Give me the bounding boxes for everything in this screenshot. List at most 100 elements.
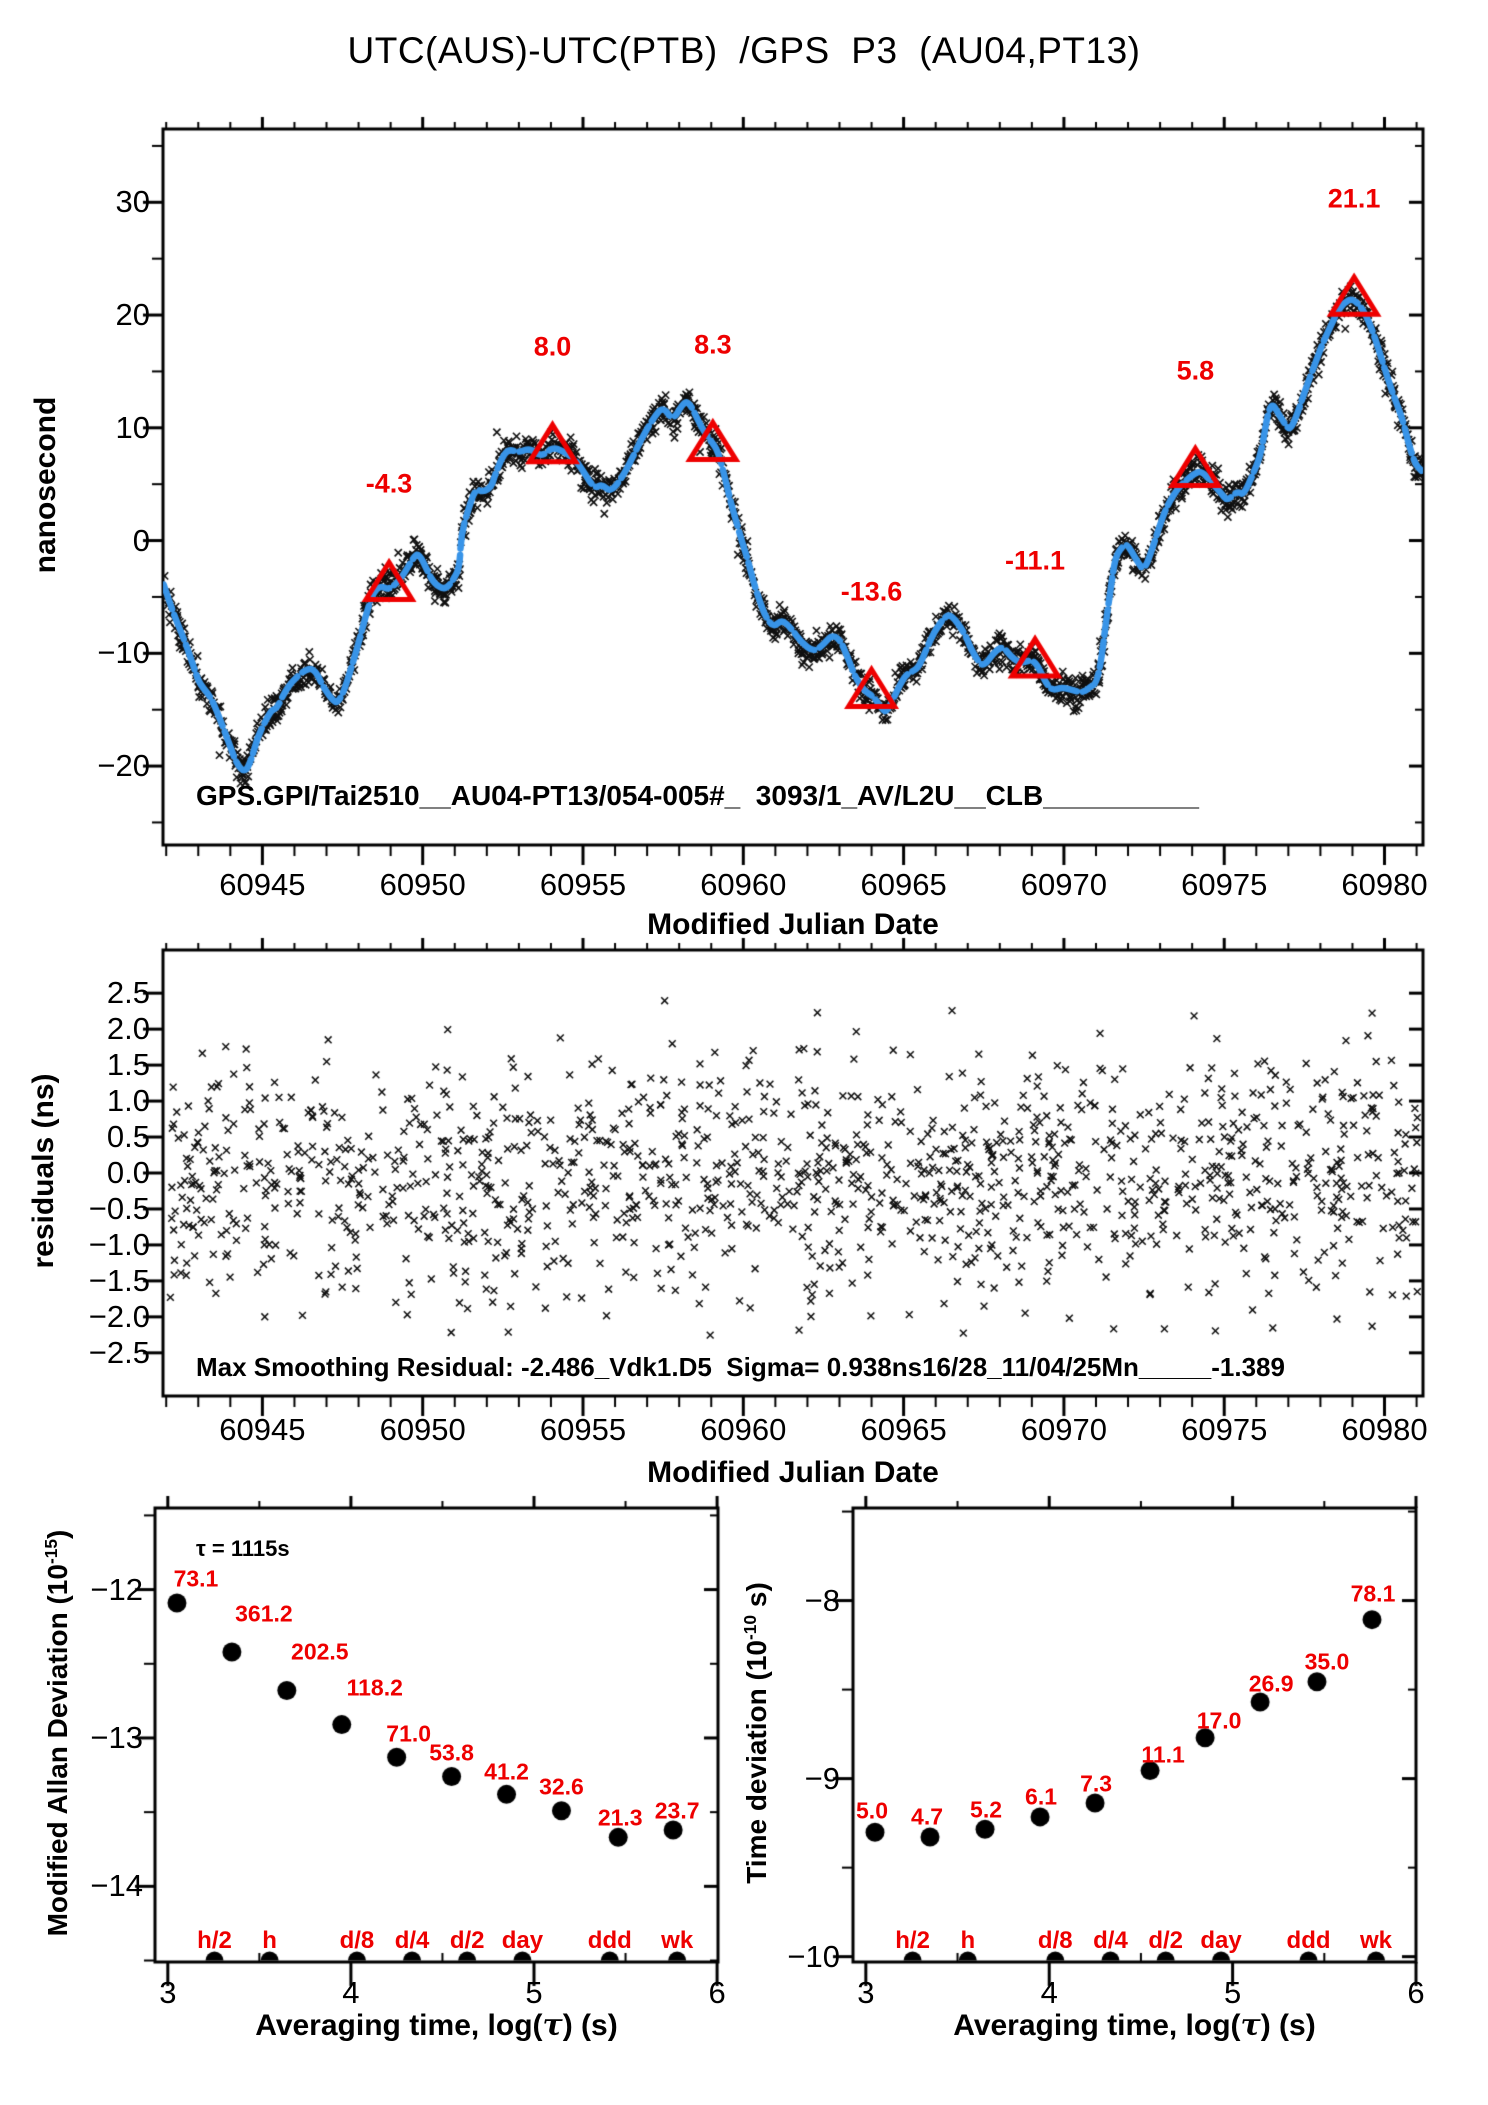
stability-y-tick-label: −13 bbox=[90, 1719, 143, 1755]
stability-x-tick-label: 6 bbox=[1407, 1975, 1425, 2010]
triangle-value-label: -11.1 bbox=[1005, 545, 1066, 576]
residuals-x-tick-label: 60965 bbox=[860, 1412, 947, 1447]
residuals-y-tick-label: −0.5 bbox=[88, 1190, 150, 1226]
deviation-value-label: 32.6 bbox=[539, 1773, 584, 1800]
stability-y-tick-label: −10 bbox=[787, 1938, 840, 1974]
triangle-value-label: 21.1 bbox=[1327, 183, 1381, 214]
deviation-value-label: 17.0 bbox=[1196, 1707, 1242, 1734]
top-y-tick-label: −10 bbox=[97, 635, 150, 671]
stability-x-tick-label: 3 bbox=[857, 1975, 875, 2010]
residuals-x-tick-label: 60950 bbox=[379, 1412, 466, 1447]
top-y-tick-label: 20 bbox=[115, 297, 150, 333]
deviation-value-label: 53.8 bbox=[429, 1739, 474, 1766]
top-x-axis-title: Modified Julian Date bbox=[647, 908, 939, 941]
time-marker-label: day bbox=[1200, 1927, 1242, 1954]
deviation-value-label: 26.9 bbox=[1248, 1670, 1294, 1697]
deviation-value-label: 202.5 bbox=[291, 1638, 349, 1665]
time-marker-label: h bbox=[262, 1927, 277, 1954]
time-marker-label: ddd bbox=[1286, 1927, 1331, 1954]
stability-y-tick-label: −12 bbox=[90, 1571, 143, 1607]
deviation-value-label: 35.0 bbox=[1304, 1648, 1350, 1675]
residuals-y-tick-label: 1.0 bbox=[106, 1083, 150, 1119]
deviation-value-label: 41.2 bbox=[484, 1758, 529, 1785]
deviation-value-label: 21.3 bbox=[597, 1804, 643, 1831]
triangle-value-label: 8.0 bbox=[533, 331, 572, 362]
tau-symbol: τ bbox=[542, 2008, 563, 2043]
stability-x-tick-label: 4 bbox=[1040, 1975, 1058, 2010]
top-x-tick-label: 60945 bbox=[219, 867, 306, 902]
triangle-value-label: 5.8 bbox=[1176, 355, 1215, 386]
stability-x-tick-label: 5 bbox=[1223, 1975, 1242, 2010]
deviation-value-label: 361.2 bbox=[235, 1600, 293, 1627]
deviation-value-label: 11.1 bbox=[1141, 1741, 1185, 1768]
time-marker-label: ddd bbox=[587, 1927, 632, 1954]
residuals-y-tick-label: 0.0 bbox=[106, 1155, 150, 1190]
deviation-value-label: 4.7 bbox=[911, 1803, 944, 1830]
top-y-tick-label: 10 bbox=[115, 409, 150, 445]
top-y-tick-label: 30 bbox=[115, 184, 150, 220]
residuals-y-tick-label: −1.0 bbox=[88, 1226, 150, 1262]
stability-y-tick-label: −14 bbox=[90, 1868, 143, 1904]
deviation-value-label: 78.1 bbox=[1350, 1580, 1396, 1607]
time-marker-label: d/4 bbox=[1093, 1927, 1128, 1954]
time-marker-label: h/2 bbox=[197, 1927, 232, 1954]
stability-x-tick-label: 5 bbox=[525, 1975, 543, 2010]
deviation-value-label: 73.1 bbox=[173, 1565, 219, 1592]
time-marker-label: h/2 bbox=[895, 1927, 930, 1954]
time-marker-label: d/8 bbox=[1037, 1927, 1073, 1954]
time-marker-label: day bbox=[501, 1927, 544, 1954]
top-y-tick-label: −20 bbox=[97, 748, 150, 784]
deviation-value-label: 7.3 bbox=[1080, 1770, 1113, 1797]
tdev-x-axis-title: Averaging time, log(τ) (s) bbox=[853, 2008, 1416, 2043]
stability-x-tick-label: 4 bbox=[342, 1975, 360, 2010]
triangle-value-label: 8.3 bbox=[694, 329, 732, 360]
residuals-x-tick-label: 60955 bbox=[539, 1412, 627, 1447]
residuals-y-tick-label: 1.5 bbox=[106, 1047, 150, 1083]
avg-time-text-left: Averaging time, log( bbox=[255, 2009, 543, 2042]
deviation-value-label: 118.2 bbox=[346, 1674, 403, 1701]
tau-annotation: τ = 1115s bbox=[196, 1536, 290, 1561]
time-marker-label: wk bbox=[661, 1927, 694, 1954]
time-marker-label: h bbox=[960, 1927, 976, 1954]
stability-y-tick-label: −8 bbox=[804, 1582, 840, 1618]
tau-symbol-prefix: Averaging time, log( bbox=[953, 2009, 1241, 2042]
time-marker-label: d/8 bbox=[339, 1927, 375, 1954]
residuals-y-tick-label: −2.5 bbox=[88, 1334, 150, 1370]
tau-symbol-suffix: ) (s) bbox=[1260, 2009, 1316, 2042]
time-marker-label: wk bbox=[1360, 1927, 1393, 1954]
chart-title: UTC(AUS)-UTC(PTB) /GPS P3 (AU04,PT13) bbox=[347, 30, 1141, 71]
mdev-x-axis-title: Averaging time, log(τ) (s) bbox=[155, 2008, 718, 2043]
residuals-x-axis-title: Modified Julian Date bbox=[647, 1456, 939, 1489]
avg-time-text-right: ) (s) bbox=[562, 2009, 618, 2042]
residuals-y-tick-label: −2.0 bbox=[88, 1298, 150, 1334]
time-marker-label: d/2 bbox=[1148, 1927, 1184, 1954]
residuals-x-tick-label: 60970 bbox=[1020, 1412, 1108, 1447]
residuals-x-tick-label: 60975 bbox=[1181, 1412, 1268, 1447]
top-x-tick-label: 60950 bbox=[379, 867, 466, 902]
residual-annotation: Max Smoothing Residual: -2.486_Vdk1.D5 S… bbox=[196, 1352, 1285, 1382]
residuals-y-tick-label: −1.5 bbox=[88, 1262, 150, 1298]
deviation-value-label: 23.7 bbox=[654, 1797, 700, 1824]
top-x-tick-label: 60960 bbox=[700, 867, 787, 902]
stability-x-tick-label: 3 bbox=[159, 1975, 177, 2010]
deviation-value-label: 5.2 bbox=[970, 1796, 1003, 1823]
residuals-y-tick-label: 0.5 bbox=[106, 1119, 150, 1155]
top-x-tick-label: 60970 bbox=[1020, 867, 1108, 902]
triangle-value-label: -13.6 bbox=[840, 576, 903, 607]
top-x-tick-label: 60965 bbox=[860, 867, 947, 902]
stability-x-tick-label: 6 bbox=[708, 1975, 726, 2010]
residuals-x-tick-label: 60945 bbox=[219, 1412, 306, 1447]
top-x-tick-label: 60975 bbox=[1181, 867, 1268, 902]
residuals-y-tick-label: 2.5 bbox=[106, 975, 150, 1011]
top-x-tick-label: 60955 bbox=[539, 867, 627, 902]
deviation-value-label: 6.1 bbox=[1025, 1783, 1058, 1810]
deviation-value-label: 5.0 bbox=[856, 1797, 888, 1824]
tau-symbol-2: τ bbox=[1240, 2008, 1261, 2043]
residuals-x-tick-label: 60960 bbox=[700, 1412, 787, 1447]
top-x-tick-label: 60980 bbox=[1341, 867, 1428, 902]
top-y-tick-label: 0 bbox=[132, 522, 150, 558]
processing-annotation: GPS.GPI/Tai2510__AU04-PT13/054-005#_ 309… bbox=[196, 780, 1199, 811]
residuals-x-tick-label: 60980 bbox=[1341, 1412, 1428, 1447]
